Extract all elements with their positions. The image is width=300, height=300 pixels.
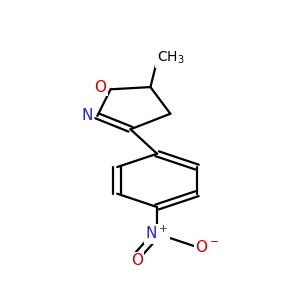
Text: CH$_3$: CH$_3$ <box>157 50 184 66</box>
Text: N$^+$: N$^+$ <box>146 225 169 242</box>
Text: O: O <box>94 80 106 94</box>
Text: O$^-$: O$^-$ <box>195 239 219 255</box>
Text: N: N <box>82 109 93 124</box>
Text: O: O <box>131 253 143 268</box>
